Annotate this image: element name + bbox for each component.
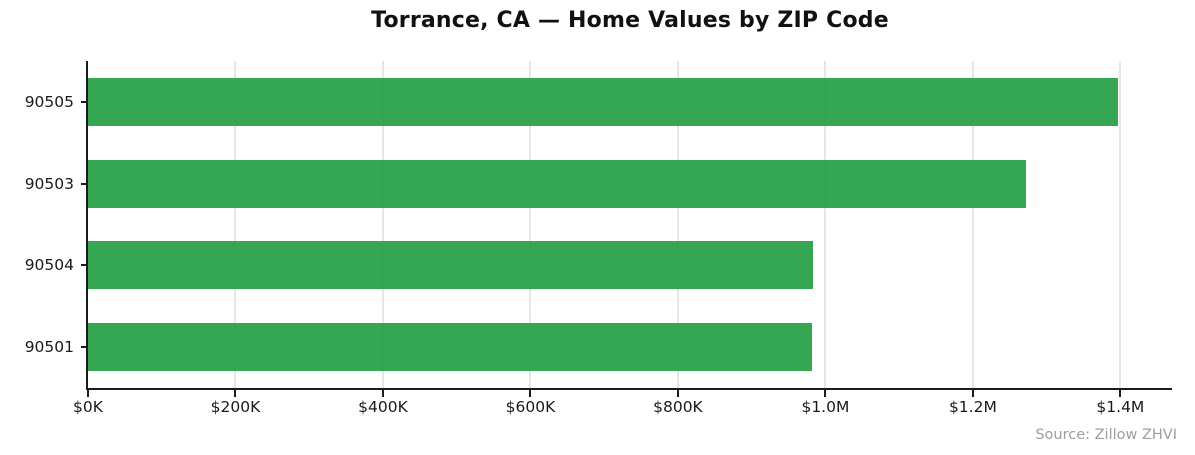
grid-layer bbox=[88, 61, 1172, 388]
x-tick-label: $0K bbox=[73, 398, 103, 416]
gridline bbox=[529, 61, 532, 388]
y-axis-line bbox=[86, 61, 88, 390]
x-tick-mark bbox=[381, 390, 384, 397]
y-tick-label-90505: 90505 bbox=[24, 92, 74, 111]
chart-title: Torrance, CA — Home Values by ZIP Code bbox=[371, 8, 889, 33]
bar-90505 bbox=[88, 77, 1119, 126]
plot-area bbox=[88, 61, 1172, 390]
gridline bbox=[381, 61, 384, 388]
y-tick-label-90501: 90501 bbox=[24, 338, 74, 357]
x-tick-label: $800K bbox=[653, 398, 703, 416]
x-tick-mark bbox=[234, 390, 237, 397]
x-tick-label: $200K bbox=[210, 398, 261, 416]
x-tick-label: $1.0M bbox=[801, 398, 850, 416]
bars-layer bbox=[88, 61, 1172, 388]
gridline bbox=[676, 61, 679, 388]
x-tick-mark bbox=[971, 390, 974, 397]
gridline bbox=[824, 61, 827, 388]
y-tick-mark bbox=[81, 264, 88, 267]
source-note: Source: Zillow ZHVI bbox=[1035, 427, 1177, 443]
x-tick-mark bbox=[824, 390, 827, 397]
x-tick-mark bbox=[676, 390, 679, 397]
x-tick-mark bbox=[1119, 390, 1122, 397]
x-tick-label: $600K bbox=[505, 398, 556, 416]
gridline bbox=[234, 61, 237, 388]
x-tick-label: $1.4M bbox=[1096, 398, 1145, 416]
bar-90504 bbox=[88, 241, 813, 290]
y-tick-label-90504: 90504 bbox=[24, 256, 74, 275]
gridline bbox=[971, 61, 974, 388]
gridline bbox=[1119, 61, 1122, 388]
x-tick-label: $400K bbox=[358, 398, 408, 416]
x-tick-label: $1.2M bbox=[948, 398, 997, 416]
x-tick-mark bbox=[529, 390, 532, 397]
y-tick-mark bbox=[81, 346, 88, 349]
bar-90503 bbox=[88, 159, 1026, 208]
bar-90501 bbox=[88, 323, 813, 372]
x-tick-mark bbox=[87, 390, 89, 397]
y-tick-label-90503: 90503 bbox=[24, 174, 74, 193]
y-tick-mark bbox=[81, 100, 88, 103]
y-tick-mark bbox=[81, 182, 88, 185]
